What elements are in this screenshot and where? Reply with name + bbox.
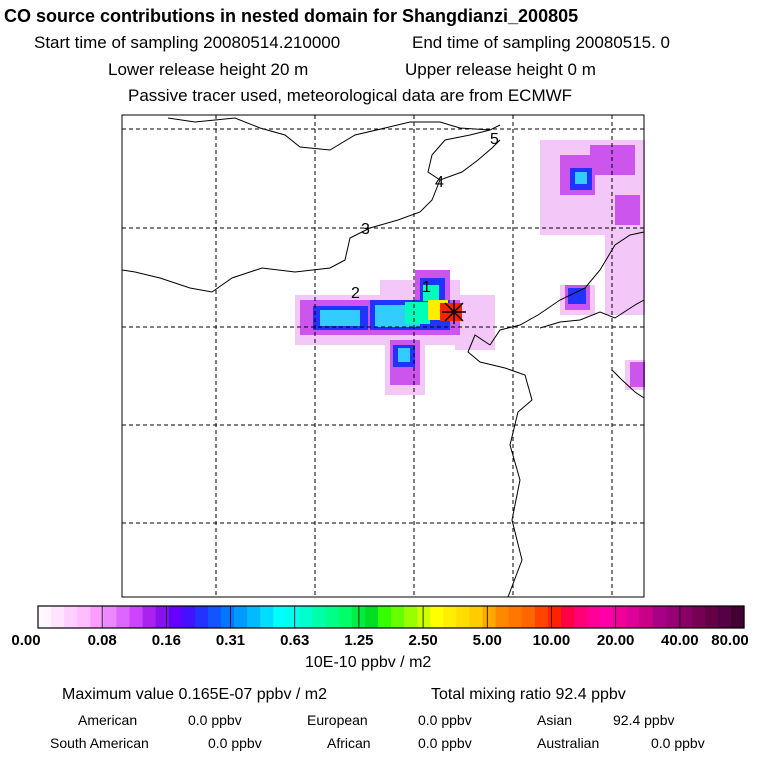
colorbar-swatch — [155, 606, 170, 628]
region-label-5: 5 — [490, 131, 499, 148]
colorbar-swatch — [234, 606, 248, 628]
region-label-4: 4 — [435, 174, 444, 191]
colorbar-swatch — [534, 606, 549, 628]
colorbar-swatches — [38, 606, 745, 628]
colorbar-tick-label: 5.00 — [472, 632, 502, 649]
colorbar-tick-label: 40.00 — [661, 632, 699, 649]
source-value-asian: 92.4 ppbv — [613, 712, 675, 728]
upper-release-label: Upper release height 0 m — [405, 60, 596, 79]
colorbar-swatch — [207, 606, 222, 628]
region-label-3: 3 — [361, 221, 370, 238]
source-name-south-american: South American — [50, 735, 149, 751]
source-value-australian: 0.0 ppbv — [651, 735, 705, 751]
map-frame — [121, 114, 645, 598]
colorbar-swatch — [364, 606, 379, 628]
colorbar-tick-label: 10.00 — [532, 632, 571, 649]
colorbar-swatch — [325, 606, 340, 628]
colorbar-swatch — [260, 606, 274, 628]
boundary-lines — [121, 117, 645, 598]
colorbar-swatch — [469, 606, 484, 628]
colorbar-swatch — [730, 606, 745, 628]
colorbar-tick-label: 1.25 — [344, 632, 374, 649]
maximum-value: Maximum value 0.165E-07 ppbv / m2 — [62, 686, 328, 703]
end-time-label: End time of sampling 20080515. 0 — [412, 33, 671, 52]
source-value-south-american: 0.0 ppbv — [208, 735, 262, 751]
colorbar-swatch — [665, 606, 680, 628]
source-name-african: African — [327, 735, 371, 751]
region-label-1: 1 — [422, 279, 431, 296]
source-value-american: 0.0 ppbv — [188, 712, 242, 728]
colorbar-swatch — [574, 606, 588, 628]
colorbar-swatch — [221, 606, 235, 628]
lower-release-label: Lower release height 20 m — [108, 60, 309, 79]
colorbar-swatch — [717, 606, 732, 628]
colorbar-tick-label: 0.63 — [280, 632, 310, 649]
colorbar-swatch — [417, 606, 431, 628]
source-value-european: 0.0 ppbv — [418, 712, 472, 728]
lat-lon-grid — [122, 115, 644, 597]
source-name-american: American — [78, 712, 138, 728]
plot-title: CO source contributions in nested domain… — [4, 6, 579, 26]
colorbar-tick-label: 2.50 — [408, 632, 438, 649]
receptor-star-icon — [442, 300, 466, 324]
colorbar-swatch — [560, 606, 575, 628]
colorbar-frame — [37, 605, 745, 629]
colorbar-swatch — [521, 606, 536, 628]
colorbar-swatch — [508, 606, 523, 628]
total-mixing-ratio: Total mixing ratio 92.4 ppbv — [431, 686, 626, 703]
colorbar-swatch — [299, 606, 314, 628]
colorbar-swatch — [691, 606, 706, 628]
colorbar-swatch — [652, 606, 667, 628]
colorbar-swatch — [338, 606, 353, 628]
colorbar-swatch — [613, 606, 627, 628]
colorbar-swatch — [38, 606, 52, 628]
start-time-label: Start time of sampling 20080514.210000 — [34, 33, 341, 52]
source-value-african: 0.0 ppbv — [418, 735, 472, 751]
colorbar-swatch — [587, 606, 601, 628]
colorbar-swatch — [678, 606, 693, 628]
colorbar-swatch — [64, 606, 78, 628]
colorbar-swatch — [129, 606, 144, 628]
colorbar-swatch — [181, 606, 196, 628]
colorbar-swatch — [90, 606, 104, 628]
colorbar-swatch — [456, 606, 471, 628]
colorbar-swatch — [377, 606, 392, 628]
region-label-2: 2 — [351, 285, 360, 302]
colorbar-swatch — [482, 606, 497, 628]
colorbar-tick-label: 0.08 — [87, 632, 117, 649]
colorbar-tick-label: 20.00 — [596, 632, 635, 649]
source-name-australian: Australian — [537, 735, 600, 751]
colorbar-tick-label: 0.16 — [151, 632, 181, 649]
colorbar-swatch — [77, 606, 91, 628]
colorbar-swatch — [704, 606, 719, 628]
colorbar-swatch — [142, 606, 157, 628]
colorbar-swatch — [547, 606, 562, 628]
colorbar-swatch — [600, 606, 614, 628]
colorbar-swatch — [404, 606, 418, 628]
colorbar-units: 10E-10 ppbv / m2 — [305, 654, 432, 671]
colorbar-swatch — [168, 606, 183, 628]
colorbar-swatch — [312, 606, 327, 628]
source-name-european: European — [307, 712, 368, 728]
colorbar-swatch — [626, 606, 640, 628]
colorbar-tick-label: 80.00 — [711, 632, 749, 649]
colorbar-tick-label: 0.00 — [11, 632, 41, 649]
colorbar-swatch — [391, 606, 405, 628]
colorbar-swatch — [116, 606, 131, 628]
colorbar-tick-label: 0.31 — [215, 632, 246, 649]
colorbar-swatch — [194, 606, 209, 628]
tracer-note: Passive tracer used, meteorological data… — [128, 86, 573, 105]
colorbar-swatch — [51, 606, 65, 628]
colorbar-swatch — [247, 606, 261, 628]
colorbar-swatch — [286, 606, 301, 628]
colorbar-swatch — [273, 606, 287, 628]
colorbar-swatch — [103, 606, 118, 628]
colorbar-swatch — [495, 606, 510, 628]
source-name-asian: Asian — [537, 712, 573, 728]
colorbar-swatch — [639, 606, 654, 628]
colorbar-swatch — [443, 606, 457, 628]
colorbar-swatch — [430, 606, 444, 628]
